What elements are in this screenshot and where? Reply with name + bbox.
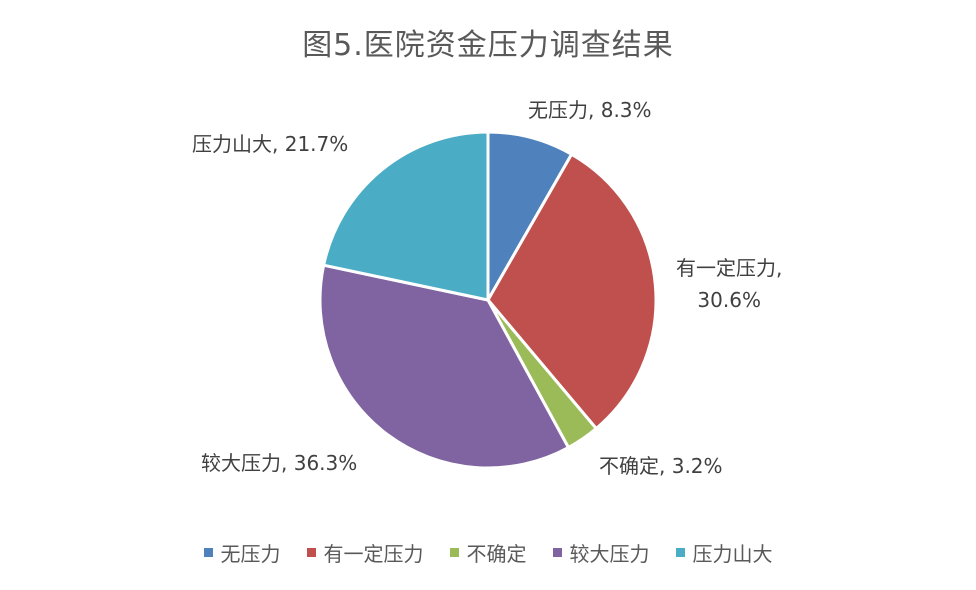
pie-slice-no-pressure[interactable] (486, 130, 574, 302)
legend-label: 不确定 (466, 542, 527, 566)
pie-slice-huge-pressure[interactable] (322, 130, 490, 302)
legend-item-uncertain[interactable]: 不确定 (449, 538, 527, 567)
data-label-no-pressure: 无压力, 8.3% (528, 98, 652, 122)
legend-label: 有一定压力 (323, 542, 424, 566)
chart-title: 图5.医院资金压力调查结果 (302, 28, 674, 63)
legend-label: 无压力 (220, 542, 281, 566)
pie-slice-some-pressure[interactable] (486, 152, 658, 431)
pie-slice-large-pressure[interactable] (318, 263, 570, 470)
legend-swatch (552, 548, 562, 557)
legend-item-some-pressure[interactable]: 有一定压力 (306, 538, 424, 567)
legend-label: 较大压力 (569, 542, 650, 566)
legend-label: 压力山大 (692, 542, 773, 566)
legend: 无压力 有一定压力 不确定 较大压力 压力山大 (0, 538, 976, 567)
legend-item-huge-pressure[interactable]: 压力山大 (675, 538, 773, 567)
data-label-huge-pressure: 压力山大, 21.7% (192, 132, 349, 156)
legend-item-large-pressure[interactable]: 较大压力 (552, 538, 650, 567)
legend-swatch (203, 548, 213, 557)
legend-swatch (675, 548, 685, 557)
data-label-large-pressure: 较大压力, 36.3% (201, 451, 358, 475)
legend-item-no-pressure[interactable]: 无压力 (203, 538, 281, 567)
legend-swatch (306, 548, 316, 557)
data-label-some-pressure: 有一定压力, 30.6% (676, 256, 783, 312)
data-label-uncertain: 不确定, 3.2% (599, 454, 723, 478)
legend-swatch (449, 548, 459, 557)
